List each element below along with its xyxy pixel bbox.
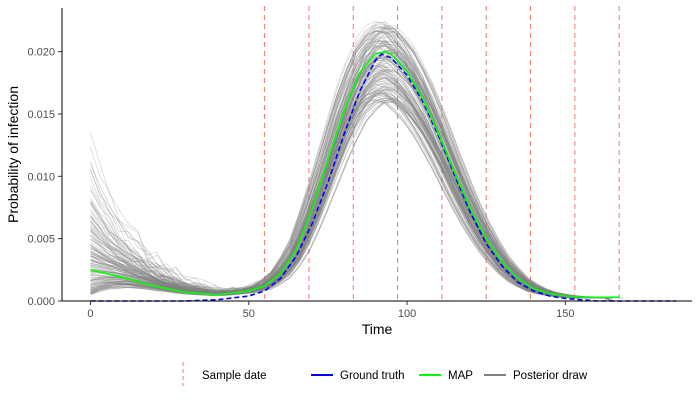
posterior-draw-line	[91, 27, 613, 296]
y-tick-label: 0.020	[27, 47, 55, 59]
legend-label: Sample date	[202, 370, 267, 382]
legend-item: Sample date	[183, 362, 267, 386]
legend-item: Ground truth	[311, 370, 405, 382]
posterior-draw-line	[91, 28, 613, 297]
legend-label: Posterior draw	[513, 370, 588, 382]
chart: 0 50 100 1500.0000.0050.0100.0150.020 Time …	[0, 0, 700, 400]
posterior-draws	[91, 21, 613, 301]
x-tick-label: 0	[87, 308, 93, 320]
legend-item: Posterior draw	[484, 370, 588, 382]
posterior-draw-line	[91, 28, 613, 297]
x-tick-label: 100	[398, 308, 416, 320]
y-tick-label: 0.010	[27, 171, 55, 183]
x-tick-label: 150	[556, 308, 574, 320]
y-axis-title: Probability of infection	[5, 86, 21, 223]
y-tick-label: 0.005	[27, 234, 55, 246]
legend-label: MAP	[448, 370, 473, 382]
legend-label: Ground truth	[340, 370, 405, 382]
x-tick-label: 50	[243, 308, 255, 320]
x-axis-title: Time	[362, 321, 393, 337]
y-tick-label: 0.015	[27, 109, 55, 121]
legend-item: MAP	[419, 370, 473, 382]
posterior-draw-line	[91, 28, 613, 297]
legend: Sample date Ground truth MAP Posterior draw	[183, 362, 588, 386]
y-tick-label: 0.000	[27, 296, 55, 308]
